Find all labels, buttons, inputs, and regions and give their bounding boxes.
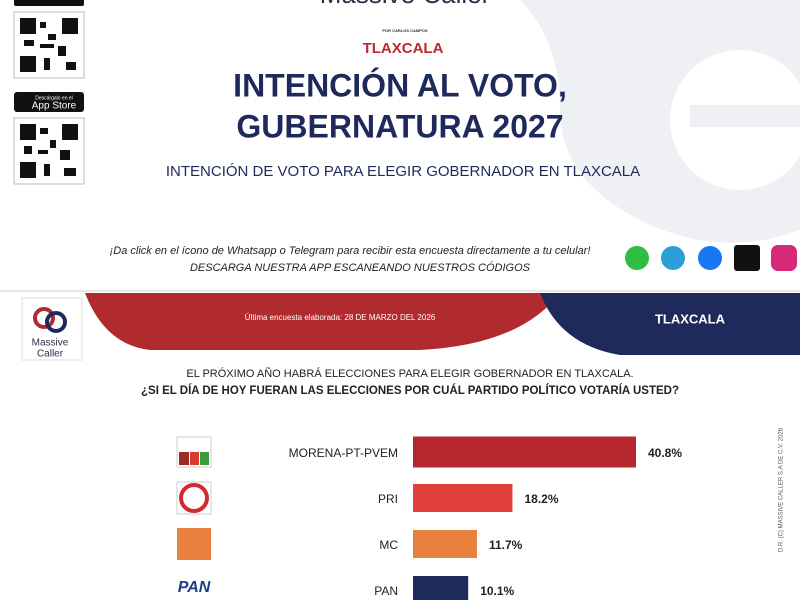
value-label: 18.2% bbox=[524, 492, 558, 506]
store-small: Descárgalo en el bbox=[35, 95, 73, 101]
category-label: MC bbox=[379, 538, 398, 552]
party-logos: PAN bbox=[176, 436, 212, 596]
logo-mark bbox=[45, 311, 67, 333]
state: TLAXCALA bbox=[363, 40, 444, 57]
x-icon[interactable] bbox=[734, 245, 760, 271]
side-note: D.R. (C) MASSIVE CALLER S.A DE C.V. 2026 bbox=[779, 427, 785, 552]
store-label: App Store bbox=[32, 101, 77, 112]
brand: Massive Caller bbox=[320, 0, 491, 9]
value-label: 11.7% bbox=[489, 538, 523, 552]
category-label: PAN bbox=[374, 584, 398, 598]
facebook-icon[interactable] bbox=[698, 246, 722, 270]
cta-line: DESCARGA NUESTRA APP ESCANEANDO NUESTROS… bbox=[190, 261, 531, 274]
value-label: 40.8% bbox=[648, 446, 682, 460]
svg-text:PAN: PAN bbox=[178, 579, 211, 596]
social-icons bbox=[625, 245, 797, 271]
banner-state: TLAXCALA bbox=[655, 311, 726, 326]
watermark bbox=[520, 0, 800, 243]
banner-blue bbox=[540, 293, 800, 355]
bar bbox=[413, 530, 477, 558]
whatsapp-icon[interactable] bbox=[625, 246, 649, 270]
chart-title: EL PRÓXIMO AÑO HABRÁ ELECCIONES PARA ELE… bbox=[186, 367, 633, 380]
logo-text: Massive bbox=[32, 338, 69, 349]
logo-mark bbox=[33, 307, 55, 329]
bar bbox=[413, 436, 636, 468]
telegram-icon[interactable] bbox=[661, 246, 685, 270]
qr-area: Descárgalo en el App Store bbox=[13, 0, 85, 185]
category-label: PRI bbox=[378, 492, 398, 506]
instagram-icon[interactable] bbox=[771, 245, 797, 271]
title-line: GUBERNATURA 2027 bbox=[236, 108, 563, 144]
banner-red bbox=[85, 293, 560, 350]
bar bbox=[413, 576, 469, 600]
brand-sub: POR CARLOS CAMPOS bbox=[382, 28, 428, 33]
value-label: 10.1% bbox=[480, 584, 514, 598]
logo-text: Caller bbox=[37, 349, 64, 360]
survey-date: Última encuesta elaborada: 28 DE MARZO D… bbox=[245, 313, 436, 322]
chart-subtitle: ¿SI EL DÍA DE HOY FUERAN LAS ELECCIONES … bbox=[141, 384, 679, 397]
category-label: MORENA-PT-PVEM bbox=[289, 446, 398, 460]
cta-line: ¡Da click en el ícono de Whatsapp o Tele… bbox=[110, 245, 591, 257]
subtitle: INTENCIÓN DE VOTO PARA ELEGIR GOBERNADOR… bbox=[166, 163, 640, 180]
title-line: INTENCIÓN AL VOTO, bbox=[233, 67, 567, 103]
bar bbox=[413, 484, 513, 512]
